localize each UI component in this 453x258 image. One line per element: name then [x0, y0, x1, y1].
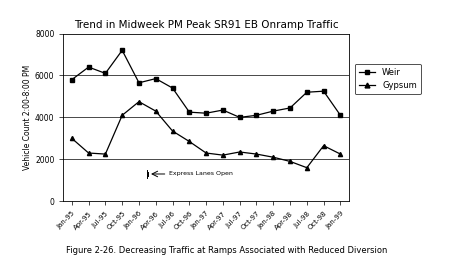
Weir [153, 77, 159, 80]
Weir [304, 91, 309, 94]
Weir [69, 78, 75, 81]
Weir [337, 114, 343, 117]
Weir [220, 109, 226, 112]
Gypsum [86, 151, 92, 155]
Gypsum [170, 130, 175, 133]
Gypsum [287, 160, 293, 163]
Gypsum [187, 140, 192, 143]
Weir [254, 114, 259, 117]
Text: Express Lanes Open: Express Lanes Open [169, 172, 233, 176]
Gypsum [153, 110, 159, 113]
Weir [170, 86, 175, 90]
Y-axis label: Vehicle Count 2:00-8:00 PM: Vehicle Count 2:00-8:00 PM [23, 65, 32, 170]
Weir [203, 112, 209, 115]
Gypsum [136, 100, 142, 103]
Weir [237, 116, 242, 119]
Gypsum [321, 144, 326, 147]
Weir [136, 81, 142, 84]
Gypsum [220, 154, 226, 157]
Gypsum [120, 114, 125, 117]
Weir [321, 90, 326, 93]
Line: Weir: Weir [70, 48, 342, 119]
Weir [103, 72, 108, 75]
Weir [287, 106, 293, 109]
Gypsum [237, 150, 242, 154]
Gypsum [270, 156, 276, 159]
Text: Figure 2-26. Decreasing Traffic at Ramps Associated with Reduced Diversion: Figure 2-26. Decreasing Traffic at Ramps… [66, 246, 387, 255]
Weir [120, 49, 125, 52]
Weir [86, 66, 92, 69]
Gypsum [203, 151, 209, 155]
Gypsum [337, 152, 343, 156]
Weir [187, 111, 192, 114]
Gypsum [304, 166, 309, 169]
Gypsum [69, 137, 75, 140]
Legend: Weir, Gypsum: Weir, Gypsum [355, 64, 421, 94]
Title: Trend in Midweek PM Peak SR91 EB Onramp Traffic: Trend in Midweek PM Peak SR91 EB Onramp … [74, 20, 338, 30]
Gypsum [103, 152, 108, 156]
Weir [270, 110, 276, 113]
Line: Gypsum: Gypsum [70, 100, 342, 170]
Gypsum [254, 152, 259, 156]
